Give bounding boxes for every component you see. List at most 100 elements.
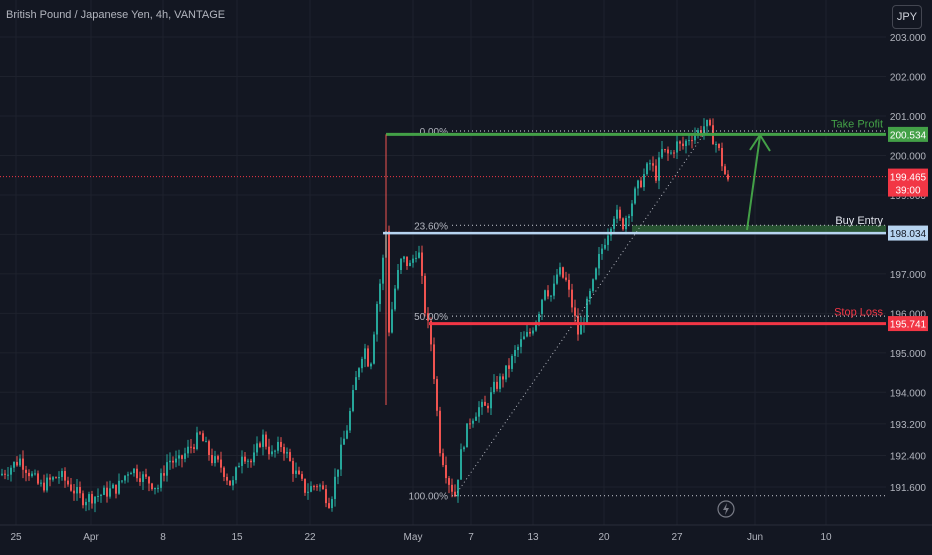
- candle-body: [649, 163, 651, 165]
- candle-body: [109, 488, 111, 497]
- candle-body: [517, 346, 519, 351]
- currency-button[interactable]: JPY: [892, 5, 922, 29]
- candle-body: [463, 447, 465, 450]
- candle-body: [97, 495, 99, 497]
- candle-body: [613, 218, 615, 229]
- candle-body: [568, 279, 570, 290]
- candle-body: [22, 458, 24, 470]
- candle-body: [355, 377, 357, 391]
- candle-body: [127, 474, 129, 476]
- candle-body: [670, 152, 672, 154]
- candle-body: [172, 460, 174, 463]
- candle-body: [718, 144, 720, 148]
- candle-body: [535, 321, 537, 331]
- candle-body: [499, 376, 501, 389]
- candle-body: [163, 473, 165, 476]
- candle-body: [451, 484, 453, 492]
- candle-body: [469, 423, 471, 425]
- candle-body: [136, 468, 138, 479]
- candle-body: [565, 277, 567, 280]
- candle-body: [523, 336, 525, 340]
- candle-body: [181, 455, 183, 459]
- time-tick-label: 13: [527, 532, 539, 543]
- candle-body: [454, 491, 456, 497]
- candles: [1, 118, 729, 513]
- candle-body: [562, 267, 564, 278]
- candle-body: [574, 307, 576, 316]
- candle-body: [238, 465, 240, 468]
- candle-body: [301, 474, 303, 479]
- candle-body: [460, 449, 462, 480]
- candle-body: [13, 461, 15, 468]
- candle-body: [31, 473, 33, 477]
- time-tick-label: Jun: [747, 532, 763, 543]
- candle-body: [1, 473, 3, 476]
- candle-body: [589, 290, 591, 299]
- candle-body: [67, 480, 69, 485]
- candle-body: [61, 471, 63, 477]
- candle-body: [376, 304, 378, 335]
- candle-body: [307, 491, 309, 493]
- buy-entry-label: Buy Entry: [835, 215, 883, 227]
- candle-body: [205, 441, 207, 443]
- candle-body: [556, 274, 558, 284]
- candle-body: [526, 332, 528, 337]
- candle-body: [154, 487, 156, 490]
- candle-body: [193, 447, 195, 450]
- candle-body: [85, 501, 87, 506]
- candle-body: [352, 390, 354, 412]
- candle-body: [547, 290, 549, 297]
- candle-body: [448, 478, 450, 485]
- candle-body: [595, 268, 597, 280]
- candle-countdown-text: 39:00: [895, 186, 920, 197]
- candle-body: [322, 485, 324, 490]
- fib-level-label: 50.00%: [414, 312, 448, 323]
- candle-body: [661, 149, 663, 158]
- candle-body: [148, 476, 150, 484]
- candle-body: [625, 218, 627, 230]
- candle-body: [49, 477, 51, 480]
- price-tick-label: 203.000: [890, 33, 927, 44]
- candle-body: [634, 188, 636, 204]
- price-tick-label: 196.000: [890, 309, 927, 320]
- candle-body: [457, 479, 459, 497]
- candle-body: [277, 441, 279, 451]
- time-tick-label: 27: [671, 532, 683, 543]
- candle-body: [466, 423, 468, 448]
- candle-body: [28, 472, 30, 477]
- candle-body: [256, 443, 258, 453]
- candle-body: [643, 174, 645, 188]
- candle-body: [244, 456, 246, 462]
- candle-body: [232, 480, 234, 486]
- candle-body: [541, 299, 543, 314]
- candle-body: [427, 313, 429, 321]
- candle-body: [4, 473, 6, 475]
- candle-body: [598, 253, 600, 269]
- candle-body: [415, 257, 417, 259]
- candle-body: [397, 270, 399, 289]
- candle-body: [640, 180, 642, 188]
- candle-body: [631, 203, 633, 217]
- projection-arrowhead: [749, 133, 771, 152]
- time-tick-label: 10: [820, 532, 832, 543]
- candle-body: [697, 130, 699, 135]
- time-tick-label: 25: [10, 532, 22, 543]
- candle-body: [667, 149, 669, 154]
- candle-body: [394, 288, 396, 310]
- candle-body: [91, 494, 93, 504]
- time-axis-bg: [0, 525, 932, 550]
- candle-body: [100, 494, 102, 496]
- candle-body: [220, 459, 222, 468]
- candle-body: [262, 434, 264, 447]
- candle-body: [706, 119, 708, 127]
- candle-body: [199, 432, 201, 434]
- candle-body: [580, 324, 582, 335]
- candle-body: [721, 147, 723, 167]
- candle-body: [493, 381, 495, 393]
- time-tick-label: 22: [304, 532, 316, 543]
- candle-body: [211, 455, 213, 464]
- candle-body: [382, 257, 384, 284]
- candle-body: [247, 460, 249, 462]
